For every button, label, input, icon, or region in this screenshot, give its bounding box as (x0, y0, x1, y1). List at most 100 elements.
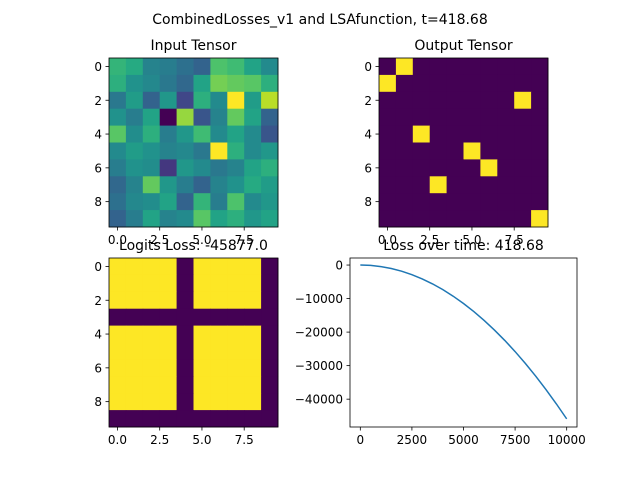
output-tensor-cell (463, 125, 481, 143)
output-tensor-cell (531, 210, 549, 228)
logits-loss-cell (109, 393, 127, 411)
loss-over-time-xtick-label: 10000 (548, 433, 586, 447)
output-tensor-cell (379, 176, 397, 194)
logits-loss-cell (125, 325, 144, 343)
input-tensor-cell (261, 108, 279, 126)
output-tensor-cell (446, 108, 464, 126)
output-tensor-axes: 0.0 2.5 5.0 7.5 0 2 4 6 8 (364, 57, 549, 247)
logits-loss-ytick-label: 2 (94, 294, 102, 308)
input-tensor-cell (227, 108, 245, 126)
logits-loss-cell (227, 258, 245, 276)
input-tensor-cell (227, 58, 245, 76)
logits-loss-cell (176, 410, 194, 428)
logits-loss-cell (261, 308, 279, 326)
logits-loss-cell (159, 376, 177, 394)
logits-loss-cell (125, 359, 144, 377)
output-tensor-cell (480, 91, 498, 110)
output-tensor-cell (480, 108, 498, 126)
input-tensor-cell (227, 142, 245, 160)
input-tensor-ytick-label: 4 (94, 128, 102, 142)
logits-loss-cell (210, 308, 228, 326)
input-tensor-cell (159, 193, 177, 211)
input-tensor-cell (176, 91, 194, 110)
input-tensor-cell (176, 159, 194, 177)
output-tensor-cell (497, 91, 515, 110)
output-tensor-cell (480, 159, 498, 177)
input-tensor-cell (142, 176, 161, 194)
output-tensor-cell (429, 159, 447, 177)
output-tensor-cell (514, 159, 532, 177)
output-tensor-cell (497, 210, 515, 228)
input-tensor-cell (109, 193, 127, 211)
logits-loss-cell (159, 410, 177, 428)
output-tensor-cell (379, 142, 397, 160)
input-tensor-cell (244, 91, 262, 110)
input-tensor-cell (142, 74, 161, 93)
output-tensor-cell (429, 142, 447, 160)
logits-loss-cell (193, 325, 211, 343)
output-tensor-cell (429, 91, 447, 110)
logits-loss-cell (176, 393, 194, 411)
logits-loss-cell (125, 410, 144, 428)
output-tensor-cell (412, 125, 431, 143)
output-tensor-cell (446, 74, 464, 93)
input-tensor-cell (244, 125, 262, 143)
output-tensor-cell (463, 210, 481, 228)
logits-loss-cell (261, 291, 279, 310)
logits-loss-cell (261, 410, 279, 428)
output-tensor-cell (446, 176, 464, 194)
output-tensor-cell (463, 193, 481, 211)
logits-loss-cell (227, 359, 245, 377)
logits-loss-cell (227, 376, 245, 394)
input-tensor-cell (109, 91, 127, 110)
output-tensor-cell (429, 193, 447, 211)
output-tensor-cell (446, 159, 464, 177)
output-tensor-cell (463, 58, 481, 76)
logits-loss-cell (142, 258, 161, 276)
input-tensor-cell (109, 108, 127, 126)
input-tensor-cell (227, 91, 245, 110)
output-tensor-cell (429, 74, 447, 93)
output-tensor-cell (395, 176, 414, 194)
input-tensor-axes: 0.0 2.5 5.0 7.5 0 2 4 6 8 (94, 57, 279, 247)
logits-loss-cell (210, 393, 228, 411)
logits-loss-cell (210, 291, 228, 310)
input-tensor-cell (159, 142, 177, 160)
input-tensor-cell (142, 142, 161, 160)
output-tensor-cell (531, 176, 549, 194)
logits-loss-cell (193, 342, 211, 360)
logits-loss-cell (125, 258, 144, 276)
output-tensor-cell (379, 193, 397, 211)
input-tensor-cell (210, 91, 228, 110)
input-tensor-cell (159, 108, 177, 126)
input-tensor-cell (261, 58, 279, 76)
logits-loss-cell (109, 258, 127, 276)
logits-loss-cell (244, 359, 262, 377)
logits-loss-cell (159, 393, 177, 411)
input-tensor-cell (176, 108, 194, 126)
logits-loss-cell (193, 376, 211, 394)
input-tensor-cell (210, 125, 228, 143)
logits-loss-cell (227, 325, 245, 343)
output-tensor-cell (514, 74, 532, 93)
input-tensor-cell (159, 74, 177, 93)
input-tensor-frame (108, 57, 279, 228)
logits-loss-cell (176, 274, 194, 293)
input-tensor-cell (142, 193, 161, 211)
input-tensor-xtick-label: 2.5 (150, 233, 169, 247)
loss-over-time-ytick-label: −40000 (295, 393, 343, 407)
logits-loss-cell (176, 291, 194, 310)
output-tensor-cell (412, 58, 431, 76)
logits-loss-cell (210, 410, 228, 428)
output-tensor-cell (531, 58, 549, 76)
logits-loss-axes: 0.0 2.5 5.0 7.5 0 2 4 6 8 (94, 257, 279, 447)
input-tensor-cell (244, 74, 262, 93)
input-tensor-cell (210, 176, 228, 194)
output-tensor-cell (395, 58, 414, 76)
input-tensor-cell (193, 176, 211, 194)
output-tensor-cell (395, 125, 414, 143)
logits-loss-cell (159, 359, 177, 377)
input-tensor-cell (125, 58, 144, 76)
output-tensor-cell (412, 108, 431, 126)
logits-loss-cell (109, 410, 127, 428)
